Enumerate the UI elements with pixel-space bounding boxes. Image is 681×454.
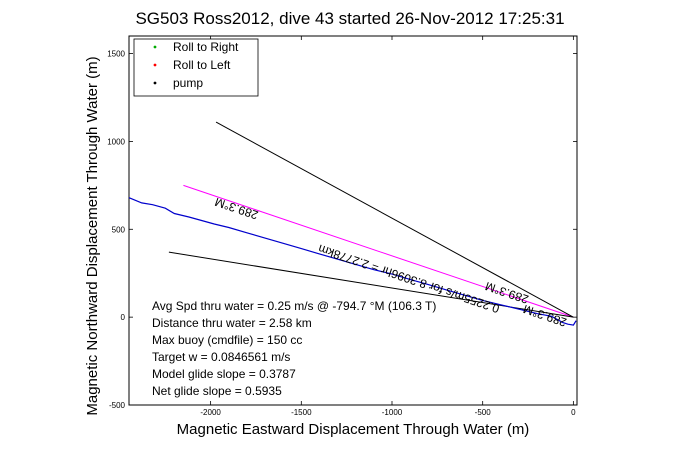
guide-line-upper — [215, 121, 574, 318]
y-tick-label: 1500 — [107, 50, 125, 59]
x-tick-label: -2000 — [200, 408, 221, 417]
stat-line: Model glide slope = 0.3787 — [152, 367, 296, 381]
stat-line: Net glide slope = 0.5935 — [152, 384, 282, 398]
y-tick-label: 0 — [121, 313, 126, 322]
legend: Roll to Right Roll to Left pump — [133, 38, 259, 97]
track-line — [128, 197, 577, 326]
x-tick-label: -1000 — [382, 408, 403, 417]
legend-label: Roll to Left — [173, 58, 231, 72]
x-axis-label: Magnetic Eastward Displacement Through W… — [177, 421, 530, 438]
x-tick-label: -500 — [475, 408, 492, 417]
x-tick-label: -1500 — [291, 408, 312, 417]
axis-ticks: -2000 -1500 -1000 -500 0 -500 0 500 1000 1500 — [107, 36, 577, 417]
legend-box — [133, 38, 259, 97]
legend-marker — [153, 63, 157, 67]
stat-line: Target w = 0.0846561 m/s — [152, 350, 290, 364]
stats-annotations: Avg Spd thru water = 0.25 m/s @ -794.7 °… — [152, 299, 436, 398]
stat-line: Distance thru water = 2.58 km — [152, 316, 312, 330]
legend-marker — [153, 45, 157, 49]
stat-line: Avg Spd thru water = 0.25 m/s @ -794.7 °… — [152, 299, 436, 313]
y-tick-label: -500 — [109, 401, 126, 410]
stat-line: Max buoy (cmdfile) = 150 cc — [152, 333, 302, 347]
legend-label: pump — [173, 76, 203, 90]
legend-label: Roll to Right — [173, 40, 239, 54]
y-axis-label: Magnetic Northward Displacement Through … — [84, 56, 101, 415]
y-tick-label: 1000 — [107, 137, 125, 146]
guide-line-center — [183, 184, 574, 318]
legend-marker — [153, 81, 157, 85]
y-tick-label: 500 — [112, 225, 126, 234]
x-tick-label: 0 — [571, 408, 576, 417]
series-layer — [128, 121, 577, 326]
chart-title: SG503 Ross2012, dive 43 started 26-Nov-2… — [135, 9, 564, 28]
